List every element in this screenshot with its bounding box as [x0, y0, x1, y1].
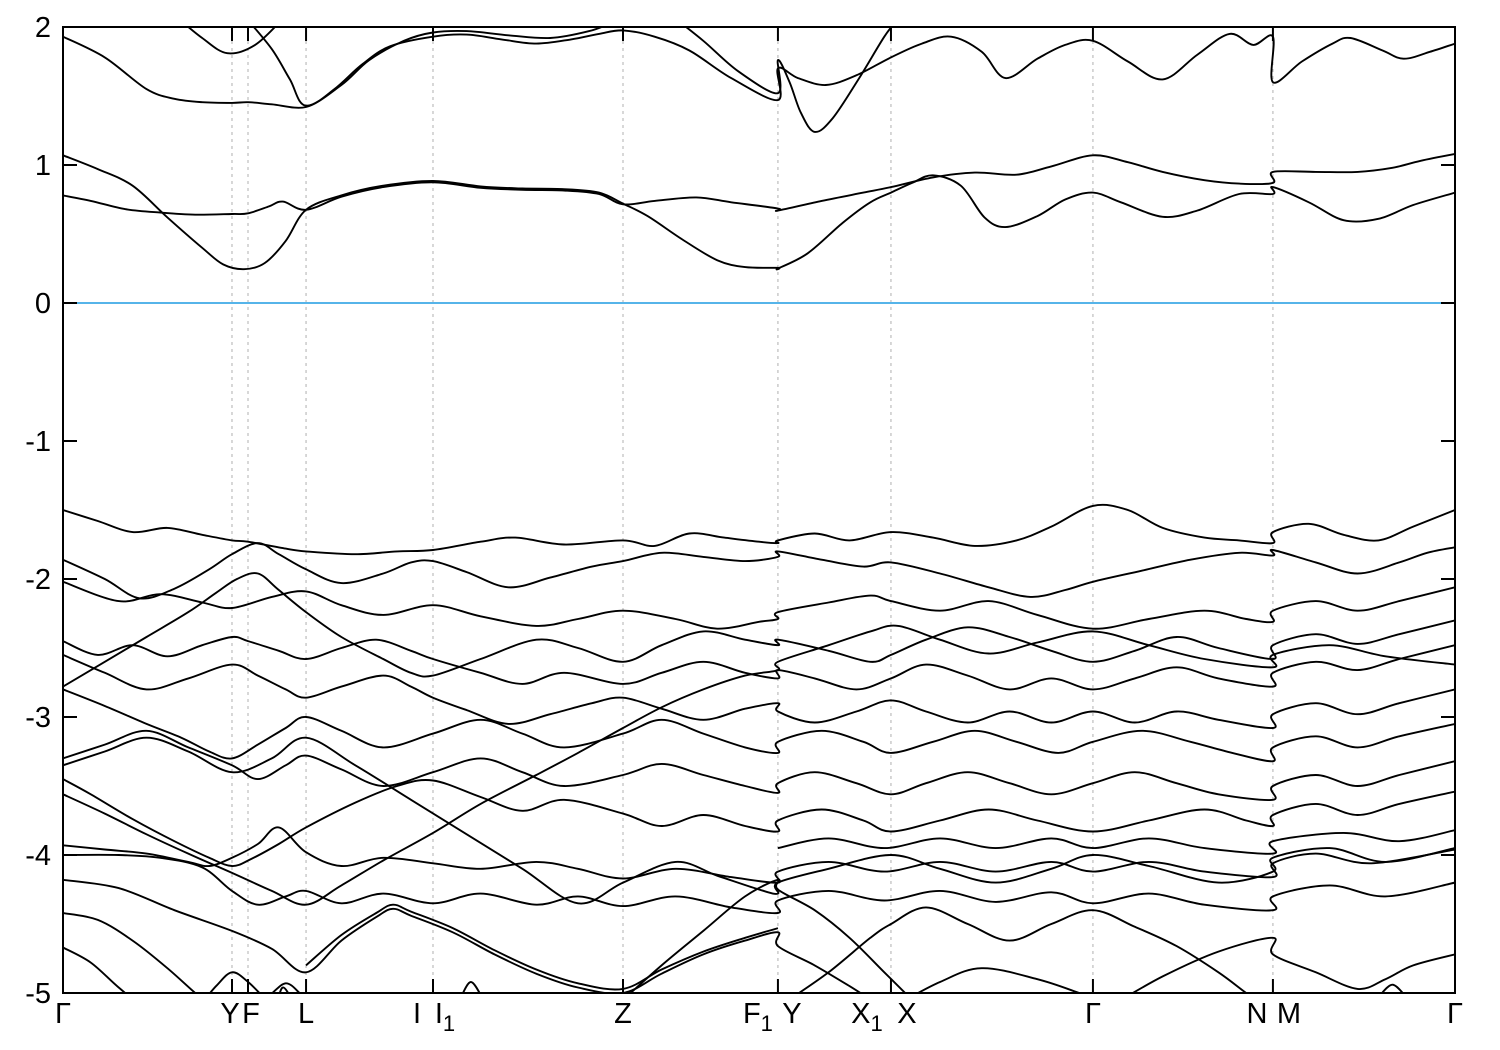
band-curve-valence-15	[305, 903, 779, 991]
band-curve-valence-8	[63, 729, 1455, 802]
band-curve-valence-7	[63, 688, 1455, 763]
x-kpoint-label: Γ	[1447, 998, 1463, 1030]
band-curve-conduction-1	[63, 153, 1455, 216]
band-curve-valence-14a	[63, 878, 863, 993]
band-curve-valence-14c	[1130, 936, 1455, 993]
band-curve-valence-10	[63, 624, 1455, 906]
x-kpoint-label: F	[242, 998, 260, 1030]
band-curve-valence-1	[63, 503, 1455, 556]
band-curve-valence-14b	[916, 967, 1083, 993]
y-tick-label: 2	[35, 12, 51, 44]
x-kpoint-label: Y	[782, 998, 801, 1030]
y-tick-label: 0	[35, 288, 51, 320]
band-curve-valence-4	[63, 572, 1455, 688]
bands-group	[63, 27, 1455, 993]
x-kpoint-label: X1	[851, 998, 883, 1036]
band-curve-valence-19	[629, 878, 907, 993]
band-curve-conduction-3	[63, 29, 1455, 109]
x-kpoint-label: N	[1246, 998, 1267, 1030]
band-curve-valence-2	[63, 542, 1455, 600]
band-curve-valence-18	[461, 981, 481, 993]
band-curve-conduction-4a	[186, 27, 277, 55]
x-kpoint-label: M	[1277, 998, 1301, 1030]
x-kpoint-label: Z	[614, 998, 632, 1030]
x-kpoint-label: X	[897, 998, 916, 1030]
band-curve-valence-11	[63, 736, 1455, 905]
y-tick-label: -5	[25, 978, 51, 1010]
band-curve-valence-20	[797, 906, 1248, 993]
y-tick-label: 1	[35, 150, 51, 182]
band-curve-valence-3	[63, 580, 1455, 630]
x-kpoint-label: Γ	[55, 998, 71, 1030]
x-kpoint-label: L	[298, 998, 314, 1030]
band-curve-valence-6	[63, 654, 1455, 729]
x-kpoint-label: I1	[435, 998, 455, 1036]
band-curve-conduction-2	[63, 154, 1455, 271]
band-curve-valence-5	[63, 635, 1455, 691]
band-curve-valence-17	[63, 946, 290, 993]
band-curve-valence-12	[63, 826, 1455, 884]
band-curve-valence-9	[63, 778, 1455, 867]
y-tick-label: -2	[25, 564, 51, 596]
x-kpoint-label: Y	[220, 998, 239, 1030]
x-kpoint-label: F1	[743, 998, 773, 1036]
plot-border	[62, 26, 1456, 994]
y-tick-label: -4	[25, 840, 51, 872]
band-curve-conduction-4b	[252, 27, 605, 107]
band-curve-conduction-4c	[684, 27, 893, 133]
x-kpoint-label: I	[413, 998, 421, 1030]
band-curve-valence-22	[777, 829, 1455, 855]
band-curve-valence-16	[63, 912, 302, 993]
band-curve-valence-13	[63, 853, 1455, 915]
y-tick-label: -3	[25, 702, 51, 734]
x-kpoint-label: Γ	[1085, 998, 1101, 1030]
y-tick-label: -1	[25, 426, 51, 458]
band-curve-valence-21	[1380, 983, 1404, 993]
